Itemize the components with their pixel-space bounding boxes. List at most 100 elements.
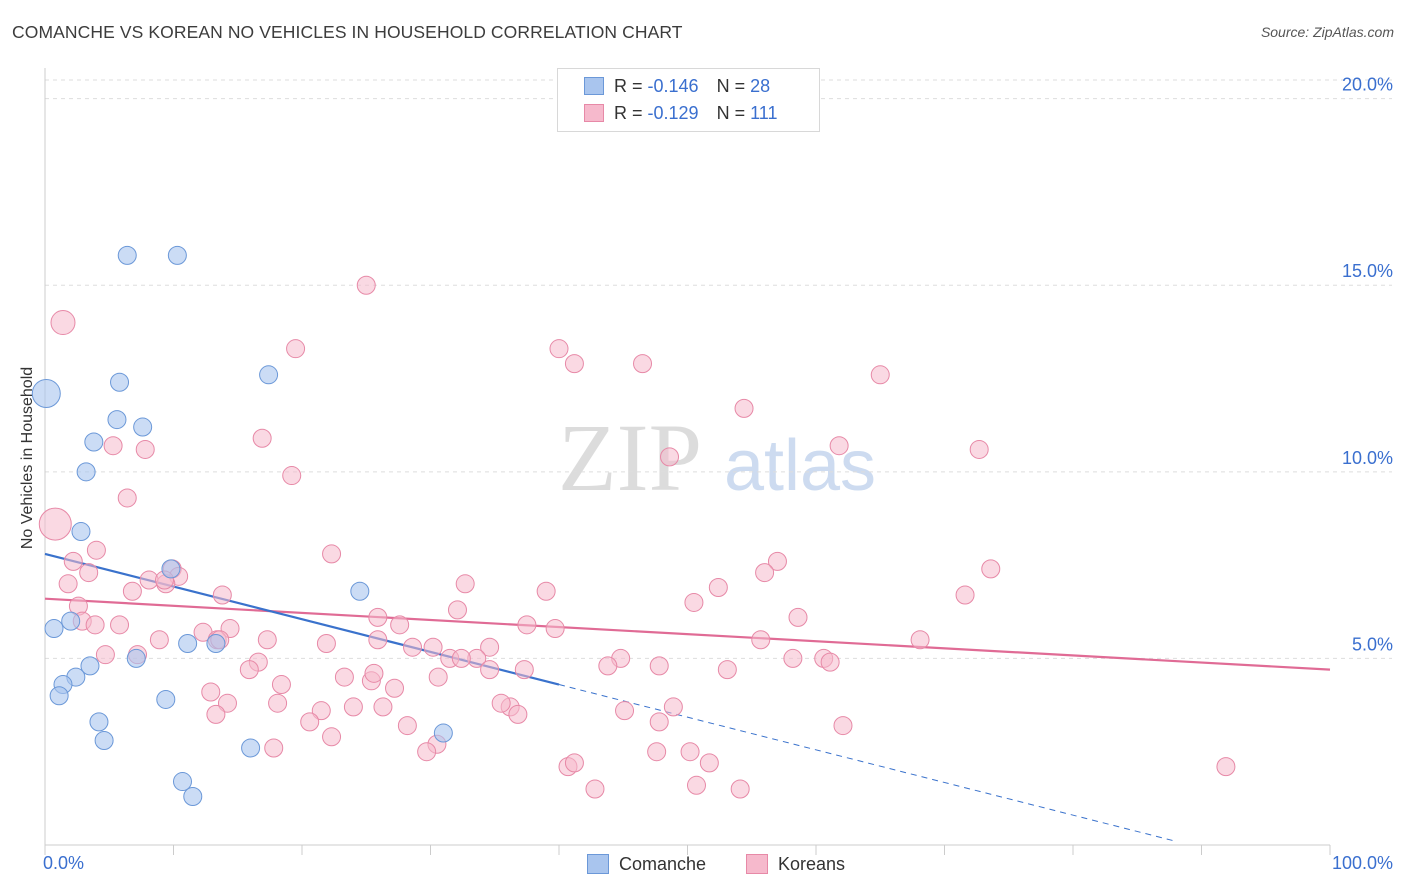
- comanche-point: [49, 686, 69, 706]
- koreans-point: [663, 697, 683, 717]
- koreans-trend-line: [44, 597, 1331, 671]
- comanche-point: [94, 731, 114, 751]
- koreans-point: [38, 507, 72, 541]
- koreans-point: [373, 697, 393, 717]
- koreans-point: [829, 436, 849, 456]
- koreans-point: [311, 701, 331, 721]
- koreans-point: [428, 667, 448, 687]
- koreans-point: [322, 727, 342, 747]
- koreans-point: [755, 563, 775, 583]
- y-tick-label: 10.0%: [1342, 448, 1393, 468]
- comanche-point: [44, 619, 64, 639]
- koreans-point: [508, 704, 528, 724]
- koreans-point: [480, 660, 500, 680]
- comanche-points: [31, 245, 453, 806]
- koreans-point: [239, 660, 259, 680]
- koreans-point: [969, 439, 989, 459]
- watermark-atlas: atlas: [724, 426, 876, 506]
- comanche-point: [259, 365, 279, 385]
- koreans-point: [390, 615, 410, 635]
- x-tick-label: 0.0%: [43, 853, 84, 873]
- x-tick-label: 100.0%: [1332, 853, 1393, 873]
- comanche-point: [61, 611, 81, 631]
- koreans-point: [316, 633, 336, 653]
- koreans-point: [368, 607, 388, 627]
- koreans-point: [649, 712, 669, 732]
- koreans-point: [788, 607, 808, 627]
- comanche-legend-label: Comanche: [619, 853, 707, 874]
- y-tick-label: 15.0%: [1342, 261, 1393, 281]
- koreans-point: [385, 678, 405, 698]
- koreans-point: [1216, 757, 1236, 777]
- watermark-zip: ZIP: [558, 404, 702, 511]
- comanche-point: [110, 372, 130, 392]
- koreans-point: [206, 704, 226, 724]
- koreans-point: [480, 637, 500, 657]
- koreans-point: [549, 339, 569, 359]
- koreans-point: [322, 544, 342, 564]
- comanche-legend-swatch: [587, 854, 609, 874]
- koreans-point: [633, 354, 653, 374]
- koreans-point: [615, 701, 635, 721]
- koreans-point: [364, 663, 384, 683]
- koreans-point: [783, 648, 803, 668]
- koreans-point: [268, 693, 288, 713]
- bottom-legend-comanche: Comanche: [587, 852, 706, 876]
- tick-labels: 5.0% 10.0% 15.0% 20.0% 0.0% 100.0%: [43, 75, 1393, 873]
- comanche-point: [183, 786, 203, 806]
- koreans-point: [417, 742, 437, 762]
- koreans-point: [397, 716, 417, 736]
- comanche-point: [167, 245, 187, 265]
- comanche-r-value: -0.146: [647, 75, 699, 96]
- comanche-point: [107, 410, 127, 430]
- koreans-r-value: -0.129: [647, 102, 699, 123]
- koreans-point: [545, 619, 565, 639]
- koreans-point: [149, 630, 169, 650]
- koreans-point: [79, 563, 99, 583]
- source-label: Source: ZipAtlas.com: [1260, 24, 1394, 40]
- koreans-point: [708, 578, 728, 598]
- koreans-point: [649, 656, 669, 676]
- comanche-swatch: [584, 77, 604, 95]
- koreans-point: [820, 652, 840, 672]
- koreans-point: [257, 630, 277, 650]
- koreans-point: [684, 592, 704, 612]
- koreans-point: [717, 660, 737, 680]
- koreans-point: [981, 559, 1001, 579]
- r-label: R =: [614, 75, 643, 96]
- koreans-point: [271, 675, 291, 695]
- koreans-point: [403, 637, 423, 657]
- n-label: N =: [716, 102, 746, 123]
- koreans-points: [38, 275, 1236, 799]
- comanche-point: [76, 462, 96, 482]
- comanche-point: [241, 738, 261, 758]
- koreans-point: [564, 354, 584, 374]
- comanche-point: [172, 772, 192, 792]
- koreans-point: [58, 574, 78, 594]
- koreans-point: [734, 398, 754, 418]
- koreans-point: [955, 585, 975, 605]
- correlation-legend: R = -0.146 N = 28 R = -0.129 N = 111: [557, 68, 820, 132]
- comanche-point: [206, 633, 226, 653]
- koreans-point: [585, 779, 605, 799]
- comanche-point: [31, 378, 61, 408]
- koreans-point: [564, 753, 584, 773]
- comanche-point: [71, 522, 91, 542]
- koreans-point: [122, 581, 142, 601]
- koreans-point: [282, 466, 302, 486]
- koreans-point: [767, 551, 787, 571]
- koreans-point: [63, 551, 83, 571]
- koreans-point: [491, 693, 511, 713]
- koreans-point: [833, 716, 853, 736]
- comanche-point: [161, 559, 181, 579]
- koreans-point: [680, 742, 700, 762]
- comanche-point: [80, 656, 100, 676]
- koreans-point: [910, 630, 930, 650]
- koreans-point: [86, 540, 106, 560]
- comanche-point: [350, 581, 370, 601]
- koreans-point: [751, 630, 771, 650]
- koreans-point: [300, 712, 320, 732]
- koreans-legend-swatch: [746, 854, 768, 874]
- koreans-point: [50, 310, 76, 336]
